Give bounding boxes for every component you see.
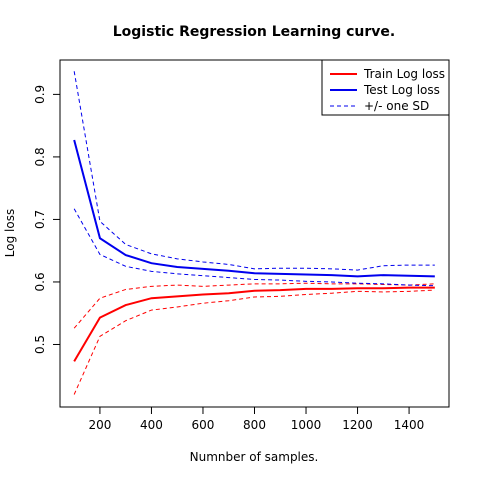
x-axis: 200 400 600 800 1000 1200 1400 — [88, 407, 424, 432]
y-tick-label: 0.9 — [33, 85, 47, 104]
x-tick-label: 600 — [192, 418, 215, 432]
test-log-loss-line — [73, 139, 435, 278]
x-tick-label: 200 — [88, 418, 111, 432]
x-tick-label: 1400 — [394, 418, 425, 432]
y-tick-label: 0.6 — [33, 272, 47, 291]
legend-box — [321, 59, 450, 116]
x-tick-label: 1000 — [291, 418, 322, 432]
y-axis: 0.5 0.6 0.7 0.8 0.9 — [33, 85, 60, 354]
y-tick-label: 0.8 — [33, 147, 47, 166]
test-one-sd-lower-line — [73, 208, 435, 287]
y-tick-label: 0.7 — [33, 210, 47, 229]
legend-label: Test Log loss — [363, 83, 440, 97]
chart-title: Logistic Regression Learning curve. — [113, 24, 395, 40]
x-tick-label: 1200 — [342, 418, 373, 432]
x-tick-label: 400 — [140, 418, 163, 432]
legend: Train Log loss Test Log loss +/- one SD — [321, 59, 450, 116]
train-one-sd-upper-line — [73, 282, 435, 329]
train-one-sd-lower-line — [73, 289, 435, 395]
train-log-loss-line — [73, 286, 435, 362]
x-tick-label: 800 — [243, 418, 266, 432]
test-one-sd-upper-line — [73, 71, 435, 271]
legend-label: Train Log loss — [363, 67, 445, 81]
y-tick-label: 0.5 — [33, 335, 47, 354]
x-axis-label: Numnber of samples. — [190, 450, 319, 464]
legend-label: +/- one SD — [364, 99, 429, 113]
series-layer — [73, 71, 435, 395]
y-axis-label: Log loss — [3, 209, 17, 257]
